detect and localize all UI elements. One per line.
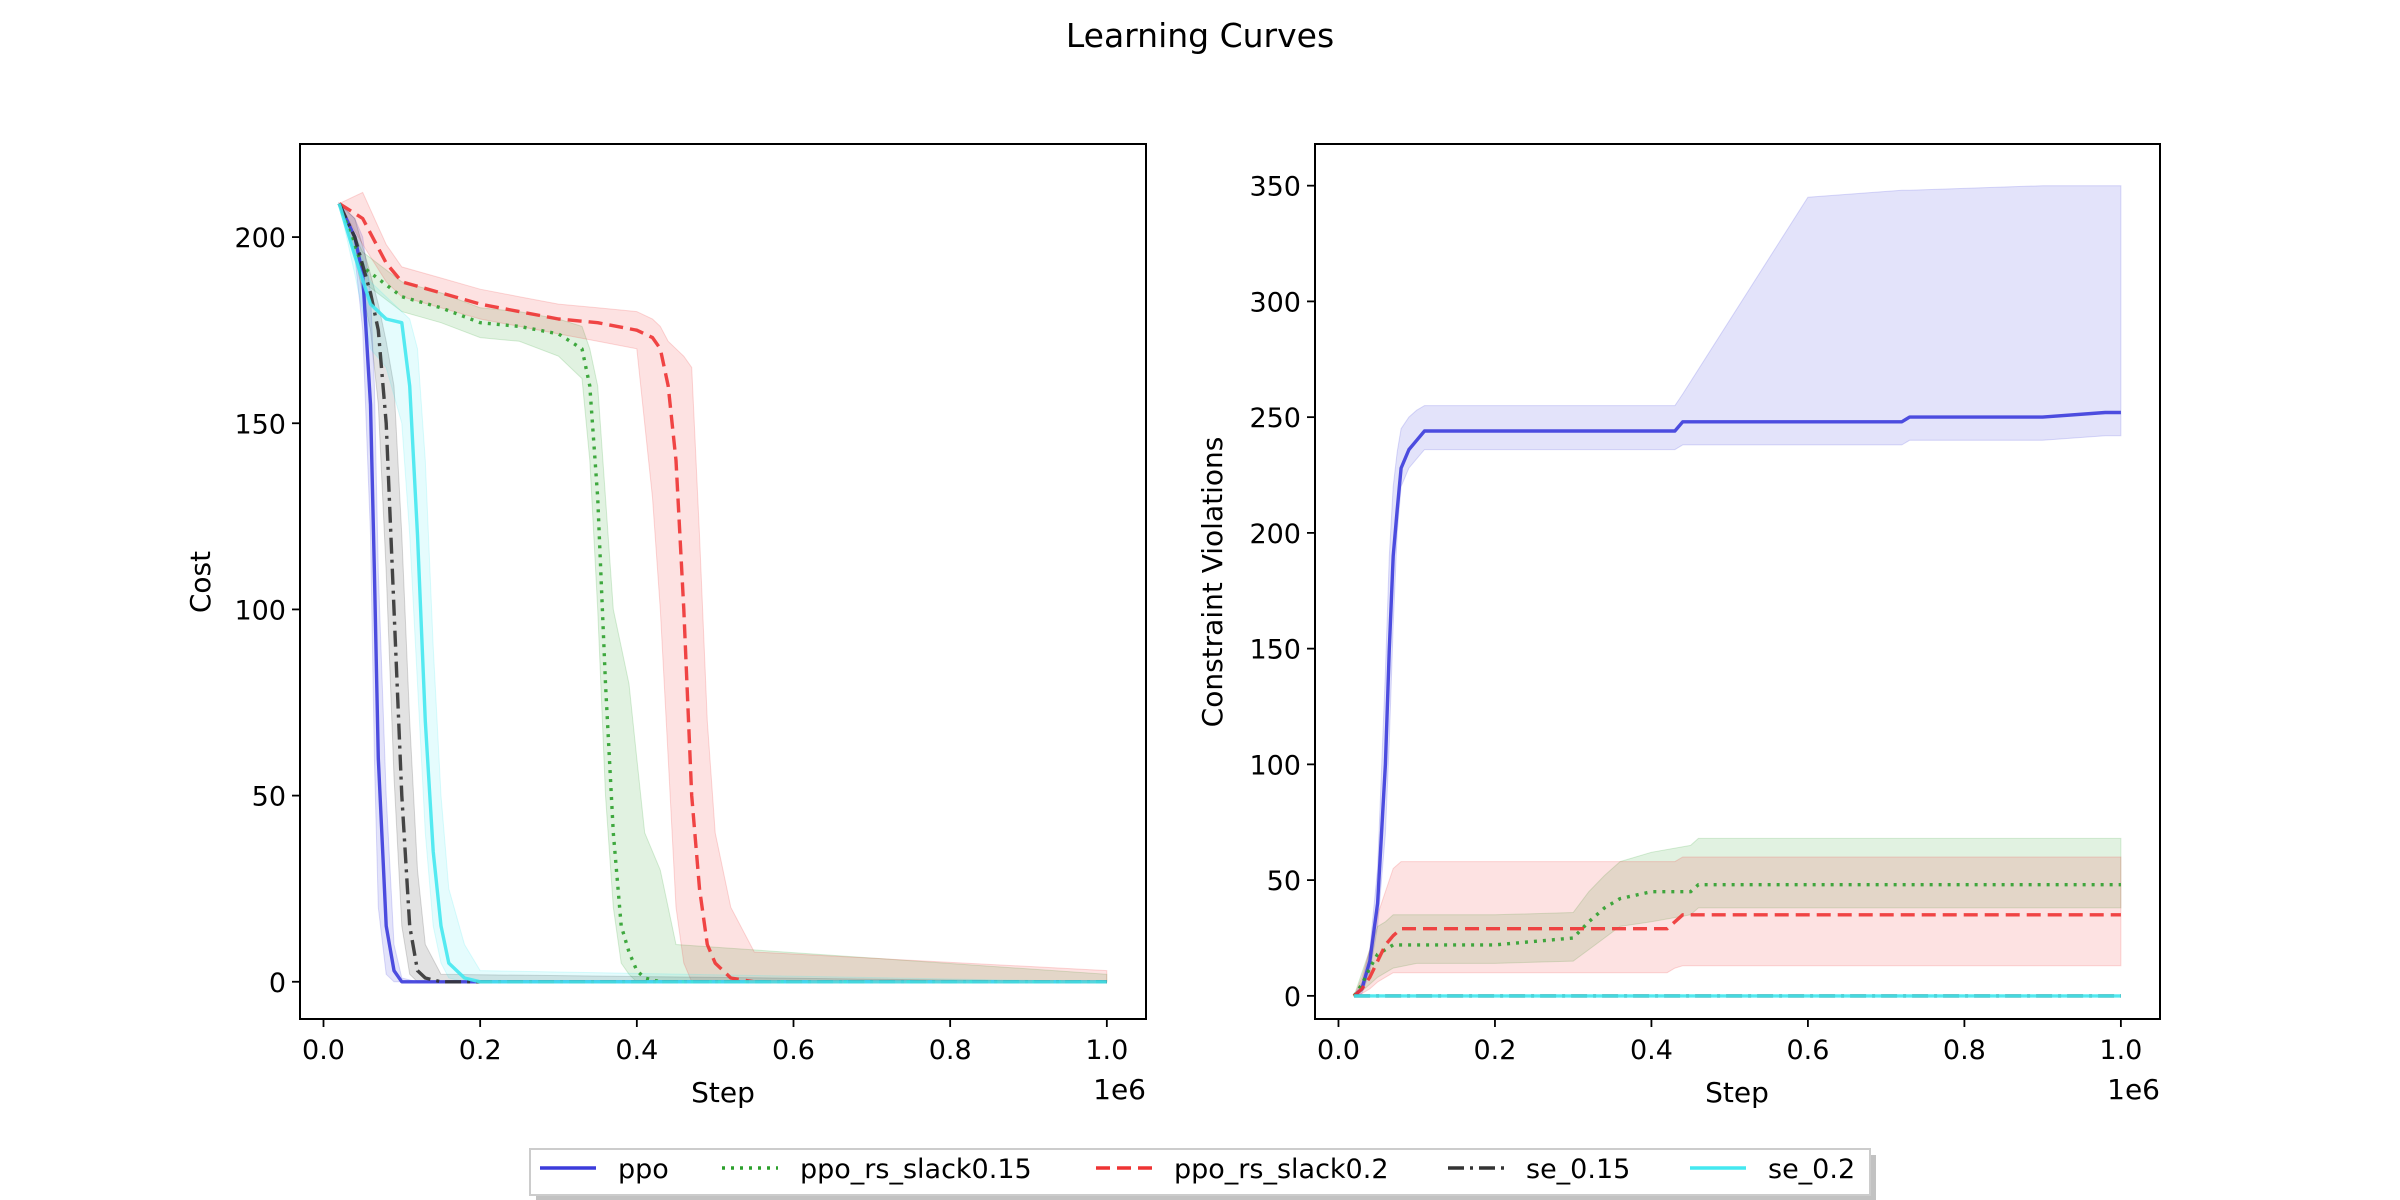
cost-x-tick-label: 0.0	[302, 1035, 345, 1066]
legend-label: se_0.15	[1526, 1154, 1630, 1185]
violations-band-ppo-rs-slack0-2	[1353, 856, 2122, 997]
legend-label: ppo_rs_slack0.2	[1174, 1154, 1389, 1185]
violations-y-tick-label: 300	[1249, 287, 1301, 318]
violations-y-tick-label: 0	[1284, 982, 1301, 1013]
violations-y-tick-label: 100	[1249, 750, 1301, 781]
violations-y-axis-label: Constraint Violations	[1196, 437, 1229, 728]
violations-x-tick-label: 0.8	[1943, 1035, 1986, 1066]
cost-line-se-0-15	[337, 202, 1107, 984]
violations-confidence-bands	[1353, 185, 2122, 998]
legend-label: ppo	[618, 1154, 669, 1185]
violations-x-axis-label: Step	[1705, 1076, 1769, 1109]
violations-y-tick-label: 350	[1249, 172, 1301, 203]
cost-line-se-0-2	[337, 203, 1107, 984]
figure-title: Learning Curves	[1066, 16, 1334, 55]
violations-line-ppo-rs-slack0-2	[1352, 913, 2121, 998]
violations-x-tick-label: 0.6	[1786, 1035, 1829, 1066]
cost-x-tick-label: 0.6	[772, 1035, 815, 1066]
violations-series-lines	[1352, 410, 2121, 998]
cost-y-tick-label: 50	[252, 782, 286, 813]
cost-y-axis-label: Cost	[184, 551, 217, 613]
cost-y-tick-label: 150	[234, 409, 286, 440]
violations-x-tick-label: 0.2	[1473, 1035, 1516, 1066]
violations-band-ppo	[1353, 185, 2122, 997]
violations-y-tick-label: 250	[1249, 403, 1301, 434]
cost-y-tick-label: 0	[269, 968, 286, 999]
legend-label: se_0.2	[1768, 1154, 1855, 1185]
legend-item-ppo-rs-slack0-15: ppo_rs_slack0.15	[722, 1154, 1032, 1185]
legend-label: ppo_rs_slack0.15	[800, 1154, 1032, 1185]
cost-x-axis-ticks: 0.0 0.2 0.4 0.6 0.8 1.0	[302, 1019, 1128, 1066]
cost-y-tick-label: 200	[234, 223, 286, 254]
cost-line-ppo-rs-slack0-2	[338, 202, 1107, 984]
violations-y-axis-ticks: 0 50 100 150 200 250 300 350	[1249, 172, 1315, 1013]
legend-item-se-0-2: se_0.2	[1690, 1154, 1855, 1185]
cost-x-tick-label: 0.2	[459, 1035, 502, 1066]
violations-plot-frame	[1314, 143, 2161, 1020]
violations-x-tick-label: 1.0	[2099, 1035, 2142, 1066]
cost-chart: 0.0 0.2 0.4 0.6 0.8 1.0 0 50 100 150 200 Step 1e6…	[184, 143, 1147, 1109]
cost-confidence-bands	[338, 191, 1108, 983]
legend-entries: ppo ppo_rs_slack0.15 ppo_rs_slack0.2 se_0.1…	[540, 1154, 1855, 1185]
violations-x-tick-label: 0.0	[1317, 1035, 1360, 1066]
violations-y-tick-label: 150	[1249, 635, 1301, 666]
cost-band-ppo-rs-slack0-2	[338, 191, 1108, 983]
cost-x-tick-label: 0.4	[615, 1035, 658, 1066]
cost-y-tick-label: 100	[234, 595, 286, 626]
legend-box	[529, 1148, 1871, 1196]
cost-x-tick-label: 0.8	[929, 1035, 972, 1066]
cost-x-axis-label: Step	[691, 1076, 755, 1109]
violations-x-axis-multiplier: 1e6	[2107, 1073, 2160, 1106]
cost-y-axis-ticks: 0 50 100 150 200	[234, 223, 300, 999]
violations-x-axis-ticks: 0.0 0.2 0.4 0.6 0.8 1.0	[1317, 1019, 2142, 1066]
violations-y-tick-label: 50	[1267, 866, 1301, 897]
legend: ppo ppo_rs_slack0.15 ppo_rs_slack0.2 se_0.1…	[529, 1148, 1876, 1200]
violations-band-ppo-rs-slack0-15	[1353, 837, 2122, 998]
cost-band-ppo	[338, 201, 1107, 983]
violations-y-tick-label: 200	[1249, 519, 1301, 550]
violations-line-ppo-rs-slack0-15	[1352, 883, 2121, 997]
cost-band-ppo-rs-slack0-15	[338, 203, 1108, 983]
legend-item-ppo: ppo	[540, 1154, 669, 1185]
cost-x-axis-multiplier: 1e6	[1093, 1073, 1146, 1106]
violations-line-ppo	[1352, 410, 2121, 998]
cost-series-lines	[337, 202, 1107, 984]
cost-plot-frame	[299, 143, 1147, 1020]
legend-item-se-0-15: se_0.15	[1448, 1154, 1630, 1185]
constraint-violations-chart: 0.0 0.2 0.4 0.6 0.8 1.0 0 50 100 150 200 250 300 350…	[1196, 143, 2161, 1109]
cost-x-tick-label: 1.0	[1085, 1035, 1128, 1066]
legend-item-ppo-rs-slack0-2: ppo_rs_slack0.2	[1096, 1154, 1389, 1185]
violations-x-tick-label: 0.4	[1630, 1035, 1673, 1066]
